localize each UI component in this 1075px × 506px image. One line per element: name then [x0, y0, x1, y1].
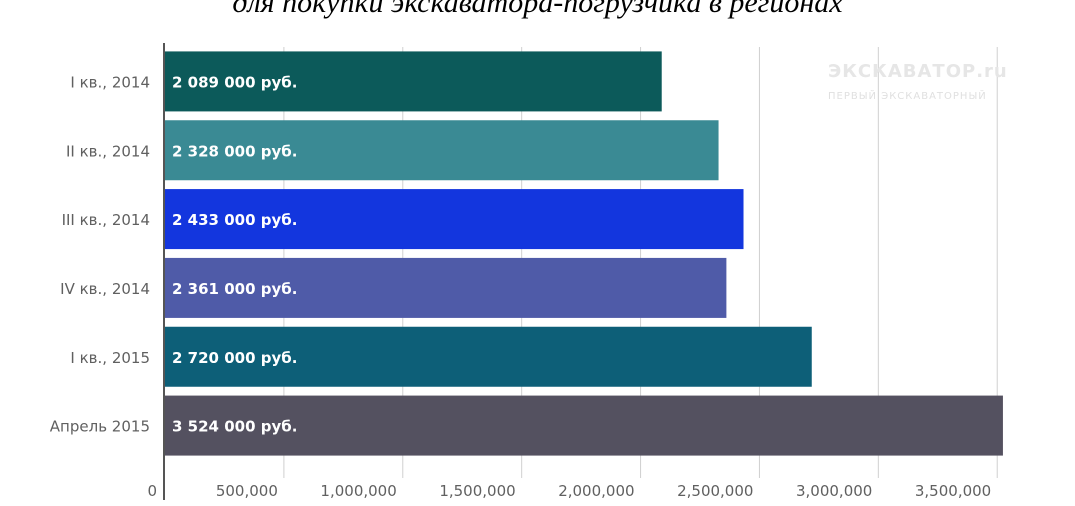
category-label: I кв., 2014 — [70, 73, 150, 91]
watermark-main-text: ЭКСКАВАТОР.ru — [828, 61, 1008, 82]
x-tick-label: 2,000,000 — [558, 482, 634, 500]
bars: 2 089 000 руб. 2 328 000 руб. 2 433 000 ру… — [165, 51, 1003, 456]
bar — [165, 189, 744, 250]
watermark-sub-text: ПЕРВЫЙ ЭКСКАВАТОРНЫЙ — [828, 89, 987, 102]
bar-data-label: 2 433 000 руб. — [172, 211, 297, 229]
bar-data-label: 2 089 000 руб. — [172, 73, 297, 91]
bar-data-label: 2 720 000 руб. — [172, 349, 297, 367]
category-label: I кв., 2015 — [70, 349, 150, 367]
category-label: II кв., 2014 — [66, 142, 150, 160]
bar — [165, 51, 662, 112]
header-caption: для покупки экскаватора-погрузчика в рег… — [232, 0, 843, 19]
bar — [165, 326, 812, 387]
category-label: Апрель 2015 — [50, 418, 150, 436]
bar-data-label: 2 328 000 руб. — [172, 142, 297, 160]
bar — [165, 395, 1003, 456]
category-label: III кв., 2014 — [62, 211, 150, 229]
bar-data-label: 3 524 000 руб. — [172, 418, 297, 436]
x-tick-label: 500,000 — [216, 482, 278, 500]
x-tick-label: 1,000,000 — [320, 482, 396, 500]
x-tick-label: 3,000,000 — [796, 482, 872, 500]
x-tick-label: 2,500,000 — [677, 482, 753, 500]
bar — [165, 120, 719, 181]
bar-data-label: 2 361 000 руб. — [172, 280, 297, 298]
watermark-logo: ЭКСКАВАТОР.ru ПЕРВЫЙ ЭКСКАВАТОРНЫЙ — [828, 61, 1008, 102]
x-tick-label: 0 — [147, 482, 157, 500]
category-label: IV кв., 2014 — [60, 280, 150, 298]
axes: 0 500,000 1,000,000 1,500,000 2,000,000 2,500… — [50, 43, 991, 500]
x-tick-label: 3,500,000 — [915, 482, 991, 500]
bar — [165, 257, 727, 318]
x-tick-label: 1,500,000 — [439, 482, 515, 500]
